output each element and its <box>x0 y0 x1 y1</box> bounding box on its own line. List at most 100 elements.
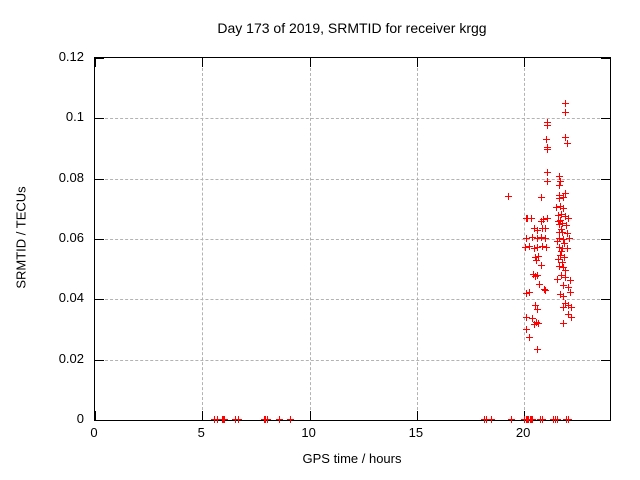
data-point <box>561 266 569 274</box>
data-point <box>557 216 565 224</box>
data-point <box>560 263 568 271</box>
data-point <box>562 190 570 198</box>
data-point <box>564 301 572 309</box>
data-point <box>487 416 495 423</box>
y-tick-mark <box>95 239 104 240</box>
data-point <box>561 253 569 261</box>
data-point <box>556 202 564 210</box>
data-point <box>523 313 531 321</box>
data-point <box>543 121 551 129</box>
data-point <box>523 290 531 298</box>
data-point <box>567 314 575 322</box>
data-point <box>529 416 537 423</box>
data-point <box>528 233 536 241</box>
data-point <box>562 300 570 308</box>
data-point <box>534 272 542 280</box>
data-point <box>525 288 533 296</box>
data-point <box>560 235 568 243</box>
x-tick-mark <box>416 58 418 67</box>
y-gridline <box>95 178 610 180</box>
data-point <box>556 251 564 259</box>
data-point <box>556 235 563 243</box>
data-point <box>554 238 562 246</box>
x-tick-label: 15 <box>408 425 424 440</box>
data-point <box>483 416 491 423</box>
data-point <box>525 334 533 342</box>
data-point <box>555 243 563 251</box>
data-point <box>504 193 512 201</box>
data-point <box>534 306 542 314</box>
y-tick-mark <box>95 359 104 361</box>
data-point <box>559 244 567 252</box>
x-tick-mark <box>309 411 311 420</box>
data-point <box>540 215 548 223</box>
data-point <box>213 416 221 423</box>
data-point <box>560 282 568 290</box>
data-point <box>544 177 552 185</box>
x-tick-mark <box>202 58 204 67</box>
data-point <box>541 285 549 293</box>
data-point <box>531 244 539 252</box>
data-point <box>560 319 568 327</box>
data-point <box>534 346 542 354</box>
x-tick-label: 10 <box>301 425 316 440</box>
y-tick-label: 0.12 <box>58 49 84 64</box>
data-point <box>221 416 229 423</box>
data-point <box>543 243 551 251</box>
x-tick-mark <box>95 58 96 67</box>
data-point <box>542 224 550 232</box>
y-tick-mark <box>601 178 610 180</box>
data-point <box>557 272 565 280</box>
data-point <box>562 273 570 281</box>
data-point <box>534 243 542 251</box>
data-point <box>525 242 533 250</box>
data-point <box>542 286 550 294</box>
data-point <box>530 271 538 279</box>
chart-title: Day 173 of 2019, SRMTID for receiver krg… <box>217 20 487 36</box>
data-point <box>554 255 562 263</box>
y-tick-mark <box>95 178 104 180</box>
data-point <box>537 261 545 269</box>
data-point <box>563 245 571 253</box>
y-tick-label: 0 <box>76 411 84 426</box>
data-point <box>537 193 545 201</box>
data-point <box>560 204 568 212</box>
data-point <box>563 140 571 148</box>
data-point <box>523 234 531 242</box>
data-point <box>559 228 567 236</box>
data-point <box>566 234 574 242</box>
data-point <box>567 276 575 284</box>
data-point <box>536 281 544 289</box>
data-point <box>534 235 542 243</box>
y-tick-mark <box>601 359 610 361</box>
data-point <box>562 222 570 230</box>
y-tick-mark <box>95 299 104 301</box>
data-point <box>543 143 551 151</box>
data-point <box>554 212 562 220</box>
data-point <box>531 320 539 328</box>
data-point <box>555 221 563 229</box>
data-point <box>560 292 568 300</box>
y-tick-label: 0.04 <box>58 290 84 306</box>
data-point <box>542 234 550 242</box>
data-point <box>554 218 562 226</box>
data-point <box>558 225 566 233</box>
data-point <box>544 215 552 223</box>
y-tick-label: 0.06 <box>58 230 84 245</box>
y-tick-mark <box>95 58 104 59</box>
data-point <box>560 193 568 201</box>
data-point <box>531 272 539 280</box>
data-point <box>531 225 539 233</box>
data-point <box>531 301 539 309</box>
data-point <box>544 146 552 154</box>
data-point <box>235 416 243 423</box>
data-point <box>263 416 271 423</box>
y-tick-label: 0.08 <box>58 169 84 185</box>
data-point <box>554 275 562 283</box>
x-tick-mark <box>416 411 418 420</box>
x-tick-label: 5 <box>197 425 205 440</box>
data-point <box>557 211 565 219</box>
data-point <box>537 233 545 241</box>
data-point <box>567 288 575 296</box>
data-point <box>564 311 572 319</box>
